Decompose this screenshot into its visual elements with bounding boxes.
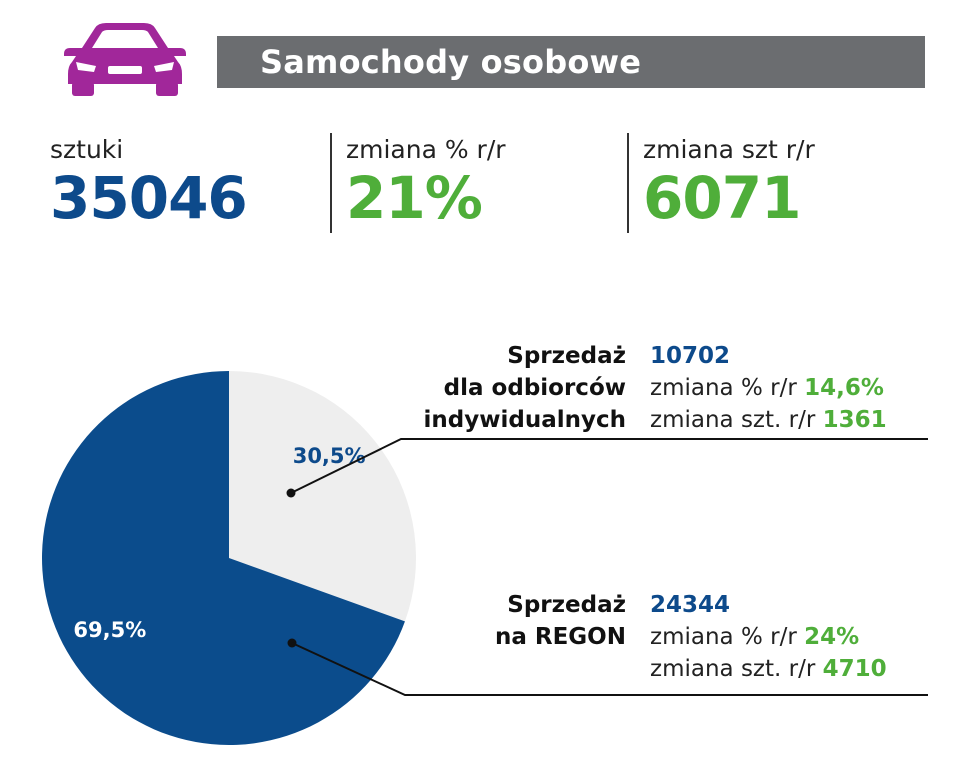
segment-regon-info: 24344 zmiana % r/r 24% zmiana szt. r/r 4…	[650, 592, 887, 682]
segment-regon-units: 4710	[822, 656, 887, 682]
car-icon	[64, 23, 186, 96]
stat-units-value: 35046	[50, 164, 248, 232]
divider	[627, 133, 629, 233]
stat-units: sztuki 35046	[50, 135, 248, 232]
segment-regon-count: 24344	[650, 592, 731, 618]
page-title: Samochody osobowe	[260, 43, 642, 81]
pie-label-regon: 69,5%	[73, 618, 146, 642]
pie-label-individual: 30,5%	[293, 444, 366, 468]
segment-regon-title: Sprzedaż na REGON	[494, 592, 626, 650]
segment-individual-title: Sprzedaż dla odbiorców indywidualnych	[423, 343, 626, 433]
stat-change-units-label: zmiana szt r/r	[643, 135, 815, 164]
segment-individual-units: 1361	[822, 407, 887, 433]
divider	[330, 133, 332, 233]
segment-individual-count: 10702	[650, 343, 731, 369]
leader-line-individual	[290, 438, 928, 494]
header-bar: Samochody osobowe	[217, 36, 925, 88]
stat-units-label: sztuki	[50, 135, 124, 164]
stat-change-pct-label: zmiana % r/r	[346, 135, 506, 164]
segment-regon-pct: 24%	[804, 624, 860, 650]
leader-line-regon	[291, 642, 928, 696]
stat-change-units: zmiana szt r/r 6071	[643, 135, 815, 231]
stat-change-pct-value: 21%	[346, 164, 483, 232]
segment-individual-info: 10702 zmiana % r/r 14,6% zmiana szt. r/r…	[650, 343, 887, 433]
stat-change-pct: zmiana % r/r 21%	[346, 135, 506, 231]
pie-slice-individual	[229, 371, 416, 622]
segment-individual-pct: 14,6%	[804, 375, 884, 401]
pie-slice-regon	[41, 371, 405, 746]
stat-change-units-value: 6071	[643, 164, 801, 232]
